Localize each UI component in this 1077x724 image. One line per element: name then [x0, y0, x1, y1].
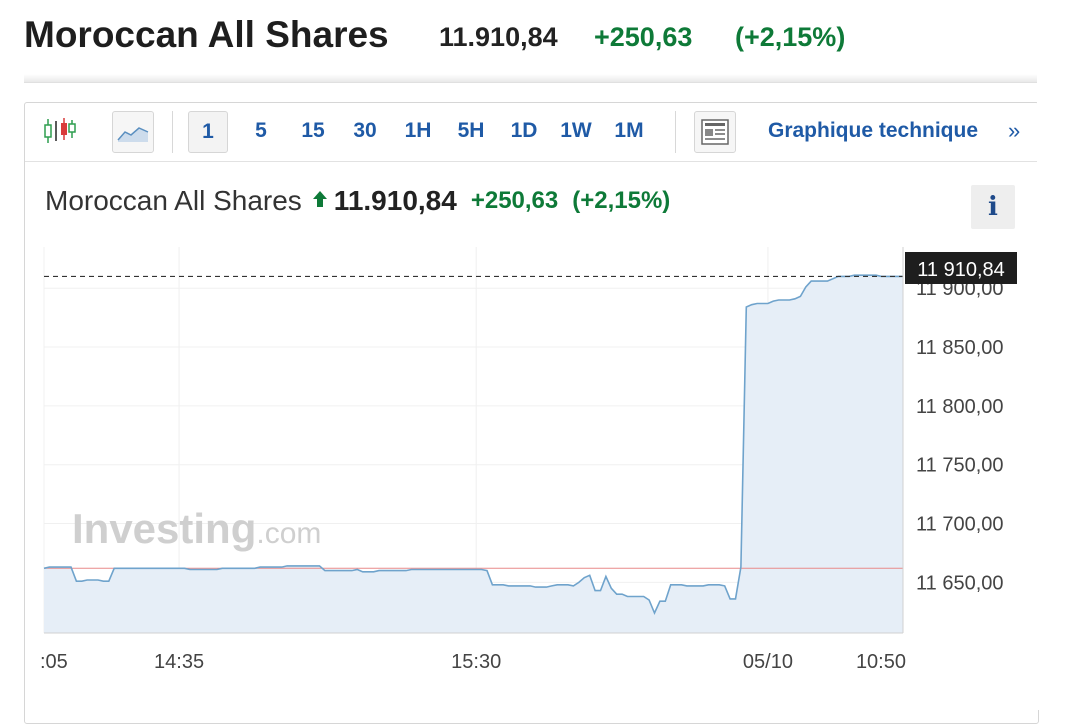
area-chart-icon[interactable] [112, 111, 154, 153]
interval-1d[interactable]: 1D [510, 119, 538, 142]
interval-1[interactable]: 1 [188, 111, 228, 153]
technical-chart-link[interactable]: Graphique technique [768, 119, 979, 142]
time-tick-label: :05 [40, 651, 68, 673]
header-change: +250,63 [594, 22, 693, 52]
instrument-change: +250,63 [470, 187, 559, 214]
instrument-price: 11.910,84 [333, 185, 457, 216]
info-button[interactable]: i [971, 185, 1015, 229]
price-tick-label: 11 750,00 [916, 455, 1004, 477]
quote-header: Moroccan All Shares 11.910,84 +250,63 (+… [0, 0, 1077, 82]
page-edge [1037, 0, 1077, 710]
chart-quote-line: Moroccan All Shares 11.910,84 +250,63 (+… [45, 183, 670, 219]
news-panel-icon[interactable] [694, 111, 736, 153]
time-tick-label: 14:35 [154, 651, 204, 673]
interval-1m[interactable]: 1M [614, 119, 644, 142]
double-chevron-right-icon[interactable]: » [1008, 118, 1021, 143]
toolbar-separator [675, 111, 676, 153]
page-title: Moroccan All Shares [24, 14, 389, 55]
header-price: 11.910,84 [439, 22, 558, 52]
price-area [44, 275, 903, 633]
time-tick-label: 15:30 [451, 651, 501, 673]
up-arrow-icon [312, 190, 328, 213]
time-tick-label: 10:50 [856, 651, 906, 673]
interval-1h[interactable]: 1H [404, 119, 432, 142]
instrument-name: Moroccan All Shares [45, 185, 302, 216]
price-tick-label: 11 650,00 [916, 572, 1004, 594]
interval-1w[interactable]: 1W [560, 119, 592, 142]
time-tick-label: 05/10 [743, 651, 793, 673]
interval-15[interactable]: 15 [301, 119, 325, 142]
interval-5[interactable]: 5 [255, 119, 267, 142]
price-line [43, 274, 903, 616]
toolbar-separator [172, 111, 173, 153]
interval-30[interactable]: 30 [353, 119, 377, 142]
last-price-tag: 11 910,84 [905, 252, 1017, 284]
instrument-change-percent: (+2,15%) [572, 187, 671, 214]
price-tick-label: 11 850,00 [916, 337, 1004, 359]
chart-toolbar: 1 5 15 30 1H 5H 1D 1W 1M Graphique techn… [25, 103, 1038, 162]
header-change-percent: (+2,15%) [735, 22, 846, 52]
interval-5h[interactable]: 5H [457, 119, 485, 142]
last-price-label: 11 910,84 [917, 259, 1005, 281]
investing-watermark: Investing.com [72, 505, 321, 552]
price-axis: 11 650,00 11 700,00 11 750,00 11 800,00 11 8… [916, 278, 1004, 594]
candlestick-icon[interactable] [40, 111, 80, 151]
price-tick-label: 11 700,00 [916, 514, 1004, 536]
header-divider [24, 74, 1077, 83]
price-tick-label: 11 800,00 [916, 396, 1004, 418]
time-axis: :05 14:35 15:30 05/10 10:50 [40, 651, 906, 673]
